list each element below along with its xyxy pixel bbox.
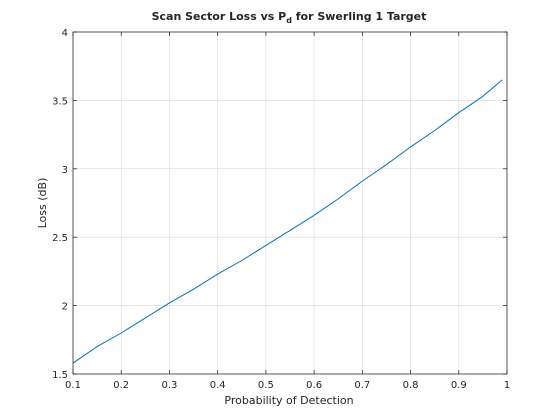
y-axis-ticks: 1.5 2 2.5 3 3.5 4 [52, 28, 507, 381]
x-tick-label: 0.4 [210, 380, 226, 391]
x-tick-label: 0.9 [451, 380, 467, 391]
plot-frame [72, 31, 508, 375]
chart-title-main: Scan Sector Loss vs P [152, 10, 287, 23]
x-grid-lines [72, 32, 508, 374]
chart-title: Scan Sector Loss vs Pd for Swerling 1 Ta… [152, 10, 427, 25]
x-tick-label: 0.5 [258, 380, 274, 391]
series-line [72, 79, 503, 364]
x-tick-label: 0.1 [65, 380, 81, 391]
y-tick-label: 2 [62, 302, 68, 313]
plot-area [73, 32, 507, 374]
y-tick-label: 2.5 [52, 233, 68, 244]
y-tick-label: 3 [62, 165, 68, 176]
x-tick-label: 0.7 [354, 380, 370, 391]
x-tick-label: 0.8 [403, 380, 419, 391]
x-tick-label: 0.3 [161, 380, 177, 391]
chart-title-subscript: d [286, 16, 292, 25]
y-axis-label: Loss (dB) [36, 178, 49, 229]
y-tick-label: 1.5 [52, 370, 68, 381]
x-tick-label: 0.2 [113, 380, 129, 391]
y-tick-label: 4 [62, 28, 68, 39]
x-tick-label: 1 [504, 380, 510, 391]
x-tick-label: 0.6 [306, 380, 322, 391]
x-axis-ticks: 0.1 0.2 0.3 0.4 0.5 0.6 0.7 0.8 0.9 1 [65, 32, 510, 391]
x-axis-label: Probability of Detection [224, 394, 353, 407]
y-tick-label: 3.5 [52, 96, 68, 107]
chart-title-suffix: for Swerling 1 Target [292, 10, 426, 23]
series-layer [72, 79, 503, 364]
